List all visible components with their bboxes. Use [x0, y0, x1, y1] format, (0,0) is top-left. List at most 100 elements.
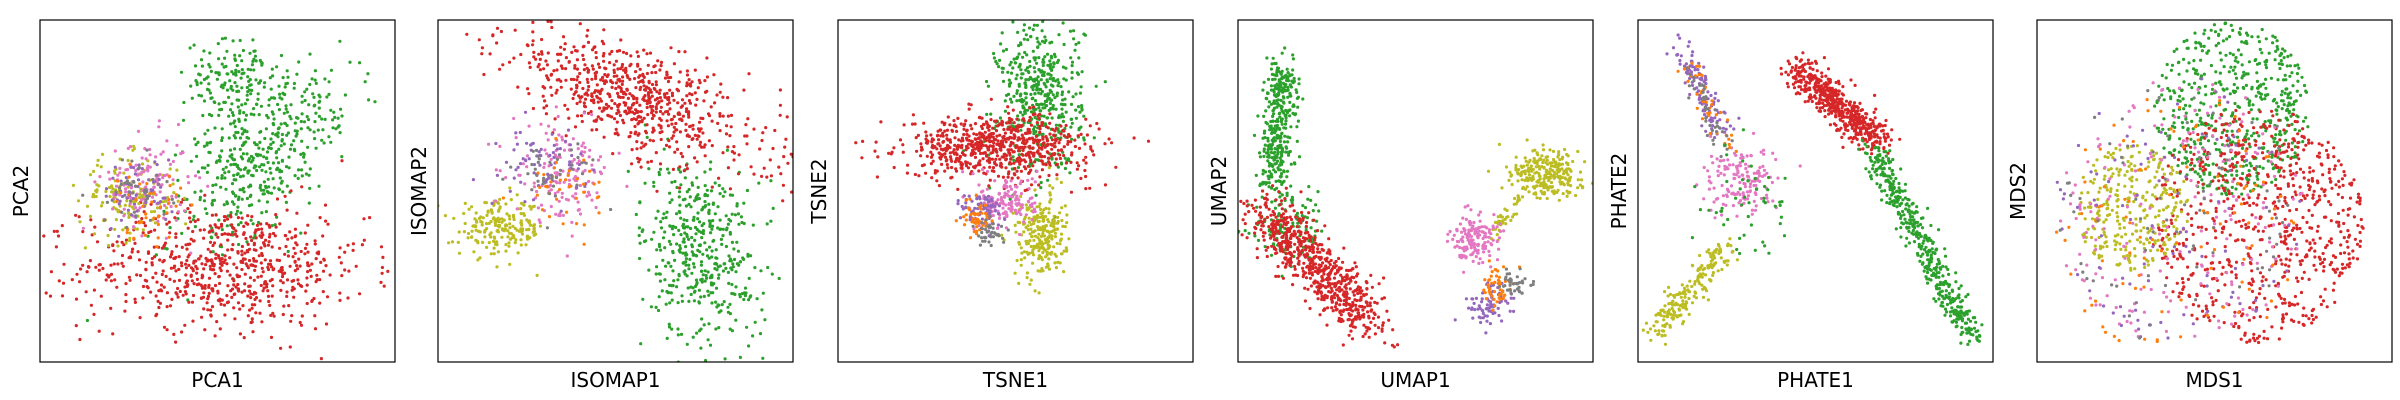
scatter-point: [1013, 191, 1017, 195]
scatter-point: [586, 190, 591, 194]
scatter-point: [1048, 132, 1052, 136]
scatter-point: [505, 223, 509, 227]
scatter-point: [309, 274, 313, 278]
scatter-point: [223, 56, 227, 60]
scatter-point: [576, 114, 580, 118]
scatter-point: [471, 178, 475, 182]
scatter-point: [683, 197, 687, 201]
scatter-point: [665, 70, 669, 74]
scatter-point: [987, 128, 991, 132]
scatter-point: [603, 73, 607, 77]
scatter-point: [292, 139, 296, 143]
scatter-point: [193, 225, 197, 229]
scatter-point: [174, 269, 178, 273]
scatter-point: [679, 183, 683, 187]
scatter-point: [275, 258, 279, 262]
scatter-point: [250, 317, 254, 321]
scatter-point: [639, 342, 643, 346]
scatter-point: [1018, 242, 1022, 246]
scatter-point: [688, 257, 692, 261]
scatter-point: [240, 157, 245, 161]
cluster-orange-2-6: [501, 137, 601, 246]
scatter-point: [1007, 120, 1012, 124]
scatter-point: [202, 99, 207, 103]
scatter-point: [532, 163, 537, 167]
scatter-point: [540, 208, 545, 212]
scatter-point: [1012, 57, 1016, 61]
scatter-point: [610, 99, 614, 103]
scatter-point: [104, 187, 109, 191]
scatter-point: [1030, 218, 1034, 222]
scatter-point: [199, 58, 204, 62]
scatter-point: [124, 238, 129, 242]
scatter-point: [124, 299, 128, 304]
scatter-point: [1022, 230, 1026, 234]
cluster-orange-1-7: [115, 162, 194, 249]
scatter-point: [111, 243, 115, 247]
scatter-point: [598, 170, 603, 174]
scatter-point: [1050, 138, 1054, 142]
scatter-point: [382, 284, 386, 288]
scatter-point: [906, 163, 910, 167]
scatter-point: [462, 230, 466, 234]
scatter-point: [144, 200, 148, 205]
scatter-point: [657, 242, 662, 246]
scatter-point: [554, 91, 558, 95]
scatter-point: [519, 180, 523, 184]
scatter-point: [456, 240, 460, 244]
scatter-point: [544, 112, 549, 116]
scatter-point: [536, 154, 540, 158]
scatter-point: [235, 84, 239, 88]
scatter-point: [185, 197, 189, 201]
scatter-point: [736, 172, 741, 176]
scatter-point: [42, 234, 46, 238]
scatter-point: [220, 224, 224, 228]
scatter-point: [575, 83, 579, 87]
scatter-point: [641, 297, 645, 301]
scatter-point: [141, 284, 146, 289]
scatter-point: [135, 273, 139, 277]
scatter-point: [457, 230, 461, 234]
scatter-point: [184, 262, 188, 266]
scatter-point: [214, 252, 218, 256]
scatter-point: [1029, 183, 1034, 187]
scatter-point: [192, 282, 196, 286]
scatter-point: [275, 215, 279, 219]
scatter-point: [1028, 232, 1032, 236]
scatter-point: [615, 120, 619, 124]
scatter-point: [126, 208, 130, 212]
scatter-point: [1041, 60, 1045, 64]
scatter-point: [948, 151, 953, 155]
scatter-point: [532, 171, 536, 175]
scatter-point: [691, 218, 695, 222]
scatter-point: [288, 230, 292, 234]
scatter-point: [1027, 216, 1031, 220]
scatter-point: [535, 173, 539, 177]
scatter-point: [540, 52, 544, 56]
scatter-point: [695, 331, 699, 335]
scatter-point: [536, 179, 540, 183]
scatter-point: [60, 294, 65, 298]
scatter-point: [635, 140, 639, 144]
scatter-point: [183, 196, 187, 200]
scatter-point: [241, 257, 246, 261]
scatter-point: [999, 196, 1004, 200]
scatter-point: [1037, 56, 1041, 60]
scatter-point: [705, 254, 710, 258]
scatter-point: [571, 137, 575, 141]
scatter-point: [1024, 153, 1028, 157]
scatter-point: [497, 209, 501, 213]
scatter-point: [235, 63, 239, 68]
scatter-point: [730, 240, 735, 244]
scatter-point: [275, 65, 279, 69]
scatter-point: [1056, 215, 1060, 219]
scatter-point: [1024, 160, 1028, 164]
scatter-point: [269, 87, 273, 91]
scatter-point: [1048, 59, 1052, 63]
scatter-point: [1020, 72, 1024, 76]
scatter-point: [49, 270, 54, 274]
scatter-point: [599, 78, 603, 82]
scatter-point: [233, 232, 237, 236]
scatter-point: [184, 273, 188, 277]
